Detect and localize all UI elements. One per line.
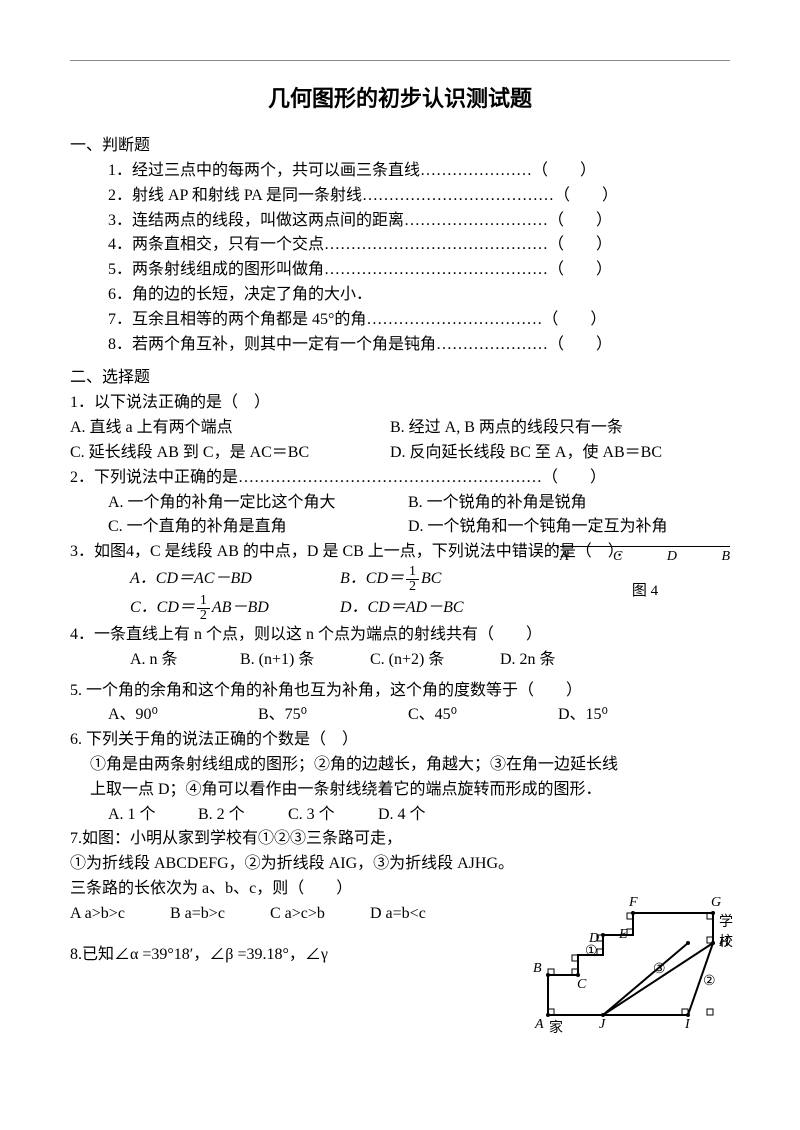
page-title: 几何图形的初步认识测试题 [70, 81, 730, 113]
c2-row1: A. 一个角的补角一定比这个角大 B. 一个锐角的补角是锐角 [70, 491, 730, 516]
c4-c: C. (n+2) 条 [370, 648, 500, 673]
fig4-pt-c: C [613, 549, 622, 565]
judge-q2: 2．射线 AP 和射线 PA 是同一条射线………………………………（ ） [70, 184, 730, 209]
fig7-B: B [533, 961, 542, 977]
c6-a: A. 1 个 [108, 803, 198, 828]
c3-d: D．CD＝AD－BC [340, 596, 464, 621]
frac-icon-2: 12 [197, 594, 210, 623]
fig4-pt-d: D [667, 549, 677, 565]
c5-d: D、15⁰ [558, 703, 608, 728]
figure-7: A 家 B C D E F G 学校 H I J ① ② ③ [533, 895, 738, 1035]
c7-b: B a=b>c [170, 902, 270, 927]
fig7-E: E [619, 927, 628, 943]
c6-opts: A. 1 个 B. 2 个 C. 3 个 D. 4 个 [70, 803, 730, 828]
c2-a: A. 一个角的补角一定比这个角大 [108, 491, 408, 516]
c5-stem: 5. 一个角的余角和这个角的补角也互为补角，这个角的度数等于（ ） [70, 679, 730, 704]
c1-row1: A. 直线 a 上有两个端点 B. 经过 A, B 两点的线段只有一条 [70, 416, 730, 441]
c6-c: C. 3 个 [288, 803, 378, 828]
c1-c: C. 延长线段 AB 到 C，是 AC＝BC [70, 441, 390, 466]
c1-b: B. 经过 A, B 两点的线段只有一条 [390, 416, 623, 441]
c4-a: A. n 条 [130, 648, 240, 673]
frac-num2: 1 [197, 594, 210, 609]
fig7-H: H [719, 935, 729, 951]
c3-d-text: D．CD＝AD－BC [340, 599, 464, 616]
c2-stem: 2．下列说法中正确的是…………………………………………………（ ） [70, 466, 730, 491]
judge-q4: 4．两条直相交，只有一个交点……………………………………（ ） [70, 233, 730, 258]
c4-opts: A. n 条 B. (n+1) 条 C. (n+2) 条 D. 2n 条 [70, 648, 730, 673]
fig7-home: 家 [549, 1017, 563, 1037]
c1-d: D. 反向延长线段 BC 至 A，使 AB＝BC [390, 441, 662, 466]
c3-b-post: BC [421, 570, 441, 587]
frac-num: 1 [406, 565, 419, 580]
fig7-I: I [685, 1017, 690, 1033]
page: 几何图形的初步认识测试题 一、判断题 1．经过三点中的每两个，共可以画三条直线…… [0, 0, 800, 1130]
c6-b: B. 2 个 [198, 803, 288, 828]
c3-a-text: A．CD＝AC－BD [130, 570, 252, 587]
c3-c: C．CD＝12AB－BD [130, 594, 340, 623]
c1-a: A. 直线 a 上有两个端点 [70, 416, 390, 441]
judge-q5: 5．两条射线组成的图形叫做角……………………………………（ ） [70, 258, 730, 283]
c6-stem: 6. 下列关于角的说法正确的个数是（ ） [70, 728, 730, 753]
c4-b: B. (n+1) 条 [240, 648, 370, 673]
c5-a: A、90⁰ [108, 703, 258, 728]
fig4-pt-a: A [560, 549, 569, 565]
frac-icon: 12 [406, 565, 419, 594]
c1-stem: 1．以下说法正确的是（ ） [70, 391, 730, 416]
judge-q8: 8．若两个角互补，则其中一定有一个角是钝角…………………（ ） [70, 333, 730, 358]
fig7-A: A [535, 1017, 544, 1033]
c2-c: C. 一个直角的补角是直角 [108, 515, 408, 540]
c7-a: A a>b>c [70, 902, 170, 927]
judge-q6: 6．角的边的长短，决定了角的大小． [70, 283, 730, 308]
section-2-head: 二、选择题 [70, 363, 730, 387]
c3-a: A．CD＝AC－BD [130, 567, 340, 592]
judge-q3: 3．连结两点的线段，叫做这两点间的距离………………………（ ） [70, 209, 730, 234]
c6-l2: 上取一点 D；④角可以看作由一条射线绕着它的端点旋转而形成的图形． [70, 778, 730, 803]
c3-b: B．CD＝12BC [340, 565, 441, 594]
c7-stem: 7.如图：小明从家到学校有①②③三条路可走， [70, 827, 730, 852]
fig7-C: C [577, 977, 586, 993]
c4-stem: 4．一条直线上有 n 个点，则以这 n 个点为端点的射线共有（ ） [70, 623, 730, 648]
frac-den: 2 [406, 580, 419, 594]
fig7-c3: ③ [653, 961, 666, 978]
fig7-c1: ① [585, 943, 598, 960]
c5-opts: A、90⁰ B、75⁰ C、45⁰ D、15⁰ [70, 703, 730, 728]
c5-c: C、45⁰ [408, 703, 558, 728]
c3-b-pre: B．CD＝ [340, 570, 404, 587]
top-rule [70, 60, 730, 61]
fig7-F: F [629, 895, 638, 911]
figure-4-points: A C D B [560, 549, 730, 565]
c7-d: D a=b<c [370, 902, 426, 927]
c3-c-post: AB－BD [212, 599, 269, 616]
frac-den2: 2 [197, 609, 210, 623]
figure-4-caption: 图 4 [560, 579, 730, 600]
c5-b: B、75⁰ [258, 703, 408, 728]
c2-b: B. 一个锐角的补角是锐角 [408, 491, 587, 516]
c7-l1: ①为折线段 ABCDEFG，②为折线段 AIG，③为折线段 AJHG。 [70, 852, 730, 877]
c3-c-pre: C．CD＝ [130, 599, 195, 616]
fig4-pt-b: B [721, 549, 730, 565]
figure-4: • A C D B 图 4 [560, 536, 730, 600]
figure-4-line-icon: • [560, 546, 730, 547]
fig7-G: G [711, 895, 721, 911]
figure-7-svg-icon [533, 895, 738, 1035]
c1-row2: C. 延长线段 AB 到 C，是 AC＝BC D. 反向延长线段 BC 至 A，… [70, 441, 730, 466]
c6-l1: ①角是由两条射线组成的图形；②角的边越长，角越大；③在角一边延长线 [70, 753, 730, 778]
judge-q7: 7．互余且相等的两个角都是 45°的角……………………………（ ） [70, 308, 730, 333]
fig7-J: J [599, 1017, 605, 1033]
fig7-c2: ② [703, 973, 716, 990]
section-1-head: 一、判断题 [70, 131, 730, 155]
c4-d: D. 2n 条 [500, 648, 556, 673]
c7-c: C a>c>b [270, 902, 370, 927]
judge-q1: 1．经过三点中的每两个，共可以画三条直线…………………（ ） [70, 159, 730, 184]
c6-d: D. 4 个 [378, 803, 426, 828]
